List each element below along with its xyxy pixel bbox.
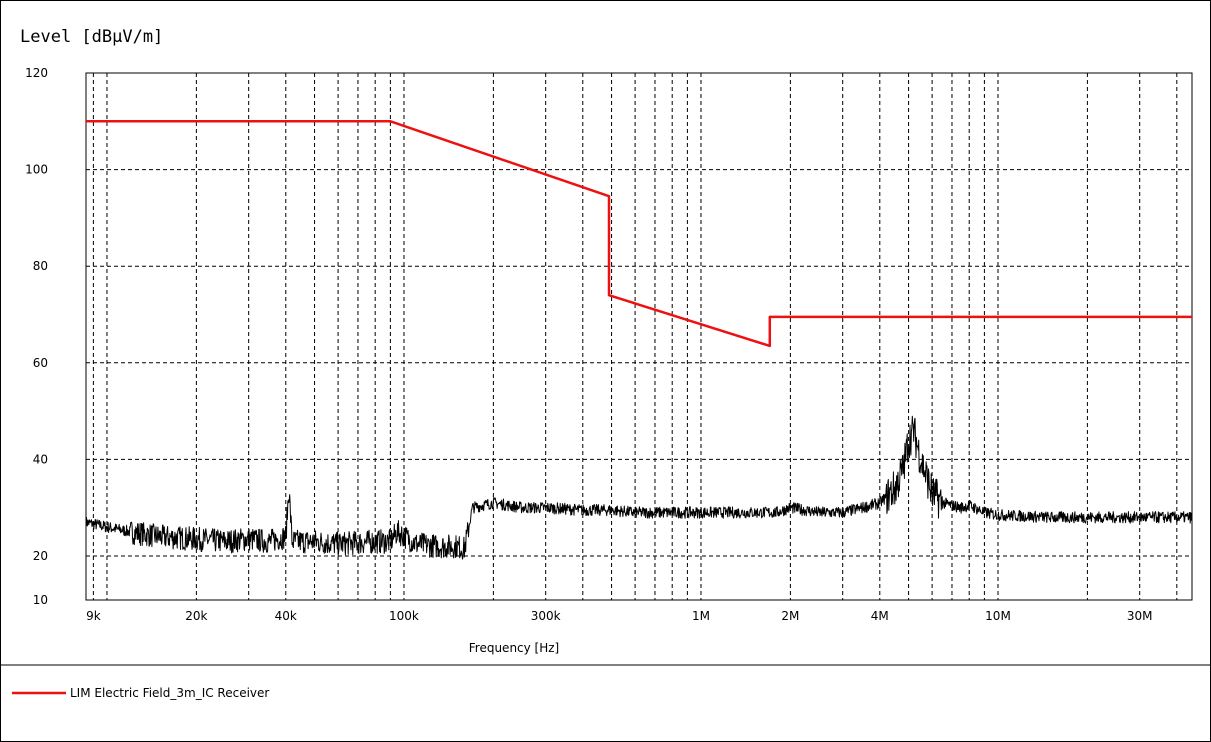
x-tick-label: 4M xyxy=(871,609,889,623)
x-tick-label: 20k xyxy=(185,609,207,623)
measurement-trace xyxy=(85,415,1193,560)
y-tick-label: 10 xyxy=(33,593,48,607)
series-layer xyxy=(85,120,1193,560)
y-tick-label: 20 xyxy=(33,549,48,563)
x-tick-label: 40k xyxy=(275,609,297,623)
x-tick-label: 2M xyxy=(781,609,799,623)
x-tick-label: 300k xyxy=(531,609,561,623)
x-tick-label: 30M xyxy=(1127,609,1153,623)
y-axis-title: Level [dBμV/m] xyxy=(20,27,163,47)
x-axis-title: Frequency [Hz] xyxy=(469,641,560,655)
limit-line xyxy=(86,120,1192,348)
ticks-layer: 10 20 40 60 80 100 120 9k 20k 40k 100k 300k 1M 2M 4M 10… xyxy=(25,66,1152,623)
legend: LIM Electric Field_3m_IC Receiver xyxy=(12,686,269,700)
x-tick-label: 9k xyxy=(86,609,101,623)
y-tick-label: 60 xyxy=(33,356,48,370)
y-tick-label: 80 xyxy=(33,259,48,273)
y-tick-label: 100 xyxy=(25,163,48,177)
legend-label: LIM Electric Field_3m_IC Receiver xyxy=(70,686,269,700)
y-tick-label: 120 xyxy=(25,66,48,80)
grid xyxy=(86,73,1192,600)
plot-border xyxy=(85,72,1193,601)
y-tick-label: 40 xyxy=(33,452,48,466)
x-tick-label: 1M xyxy=(692,609,710,623)
x-tick-label: 10M xyxy=(985,609,1011,623)
x-tick-label: 100k xyxy=(389,609,419,623)
